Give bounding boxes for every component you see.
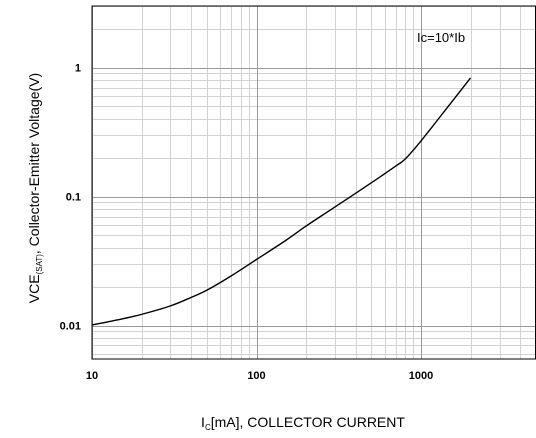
x-axis-label: IC[mA], COLLECTOR CURRENT bbox=[201, 414, 405, 432]
x-tick-label: 10 bbox=[86, 370, 98, 382]
y-tick-labels: 0.01 0.1 1 bbox=[60, 63, 81, 333]
y-axis-label: VCE(SAT), Collector-Emitter Voltage(V) bbox=[26, 73, 44, 303]
x-tick-label: 1000 bbox=[409, 370, 433, 382]
x-axis-label-prefix: I bbox=[201, 414, 205, 430]
y-axis-label-prefix: VCE bbox=[26, 274, 42, 303]
annotation-ic-ib: Ic=10*Ib bbox=[417, 30, 465, 45]
y-tick-label: 0.1 bbox=[66, 192, 81, 204]
plot-frame bbox=[91, 5, 536, 360]
x-axis-label-suffix: [mA], COLLECTOR CURRENT bbox=[211, 414, 406, 430]
y-axis-label-subscript: (SAT) bbox=[35, 254, 44, 275]
minor-grid bbox=[92, 6, 536, 359]
x-tick-label: 100 bbox=[247, 370, 265, 382]
major-grid bbox=[92, 6, 536, 359]
y-tick-label: 0.01 bbox=[60, 321, 81, 333]
y-tick-label: 1 bbox=[75, 63, 81, 75]
y-axis-label-suffix: , Collector-Emitter Voltage(V) bbox=[26, 73, 42, 254]
series-line-vce-sat bbox=[91, 77, 472, 326]
x-axis-label-subscript: C bbox=[205, 423, 211, 432]
x-tick-labels: 10 100 1000 bbox=[86, 370, 433, 382]
